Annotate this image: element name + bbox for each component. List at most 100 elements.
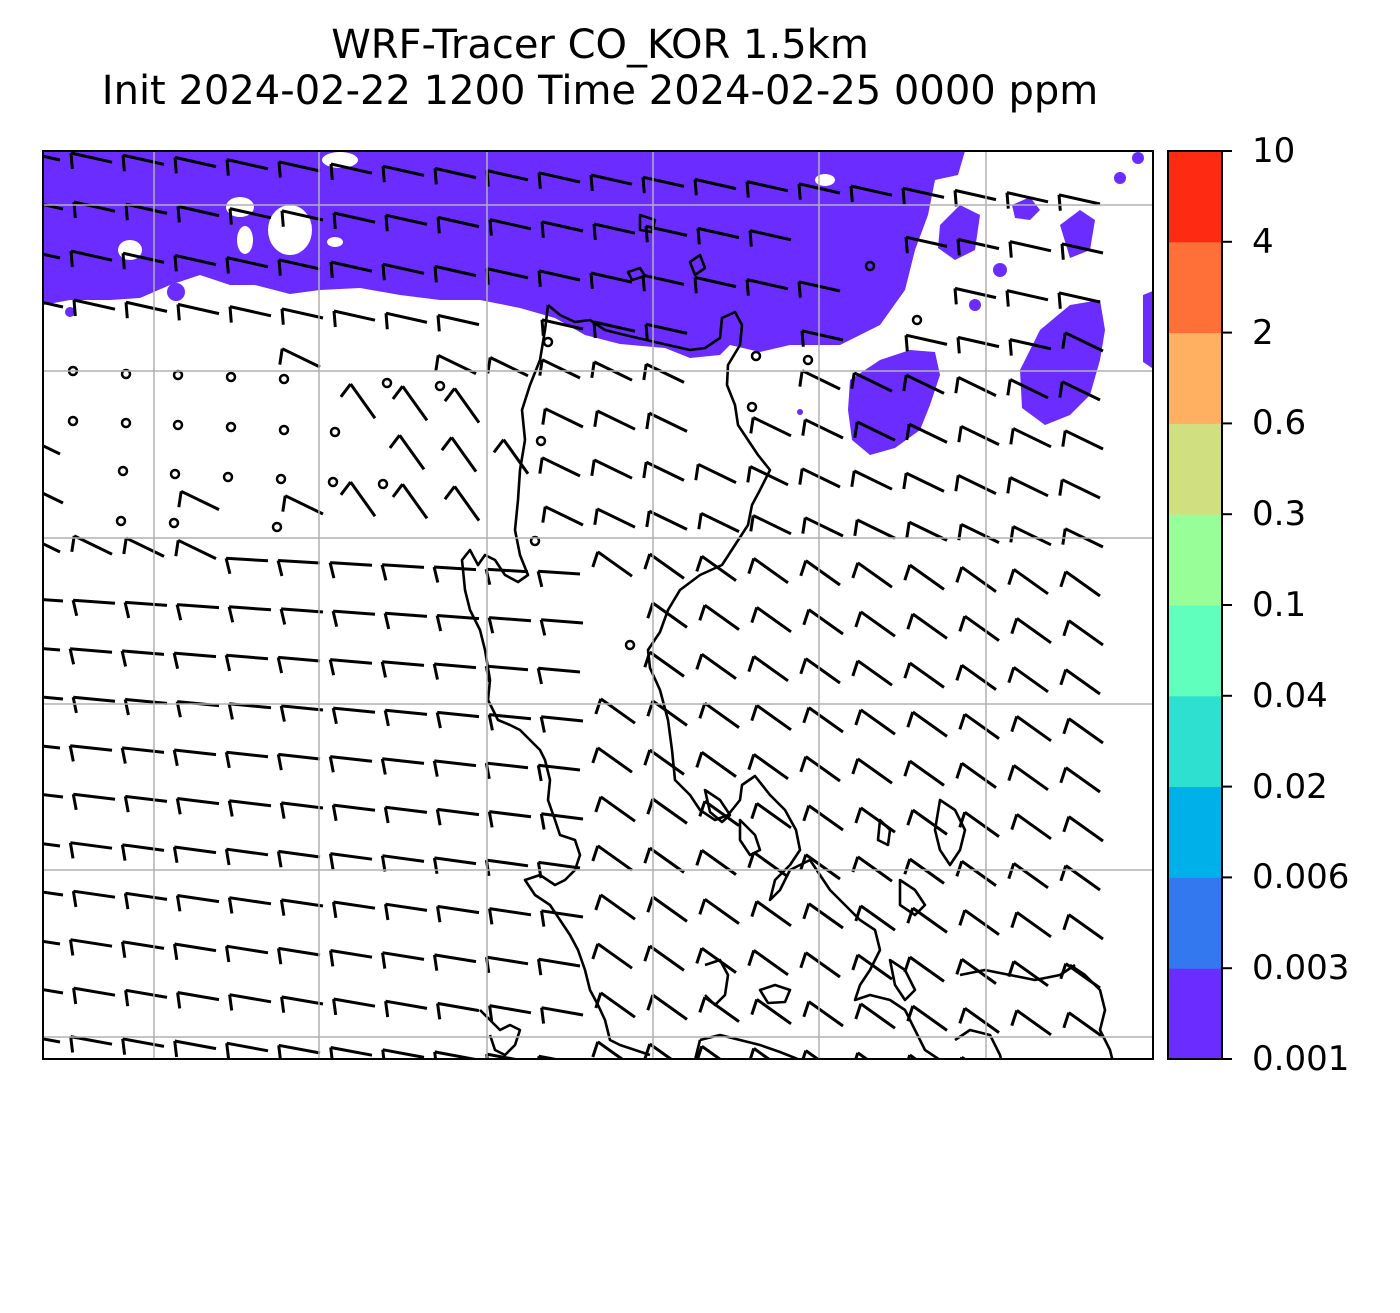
- calm-wind-marker: [120, 417, 132, 429]
- wind-barb-flag: [1062, 718, 1071, 735]
- wind-barb-flag: [695, 849, 704, 866]
- wind-barb-shaft: [859, 904, 896, 932]
- wind-barb-flag: [435, 615, 443, 632]
- wind-barb-shaft: [700, 652, 737, 680]
- wind-barb-shaft: [401, 385, 429, 422]
- wind-barb-shaft: [401, 483, 429, 520]
- wind-barb-shaft: [43, 300, 64, 309]
- wind-barb-flag: [594, 894, 603, 911]
- wind-barb-flag: [22, 986, 24, 1002]
- wind-barb-shaft: [333, 211, 376, 224]
- wind-barb-shaft: [438, 1100, 479, 1108]
- wind-barb-shaft: [437, 1001, 480, 1013]
- wind-barb-flag: [175, 604, 183, 621]
- wind-barb-flag: [802, 805, 811, 822]
- wind-barb-shaft: [281, 995, 324, 1006]
- wind-barb-shaft: [908, 422, 948, 444]
- wind-barb-flag: [224, 751, 231, 769]
- wind-barb-flag: [908, 1104, 913, 1119]
- wind-barb-flag: [851, 562, 860, 579]
- wind-barb-shaft: [801, 369, 841, 391]
- wind-barb-flag: [488, 1005, 494, 1022]
- wind-barb-flag: [124, 204, 129, 221]
- wind-barb-flag: [958, 909, 967, 926]
- wind-barb-shaft: [861, 1102, 895, 1126]
- wind-barb-flag: [851, 954, 860, 971]
- wind-barb-shaft: [957, 237, 1000, 251]
- wind-barb-flag: [539, 619, 547, 636]
- wind-barb-shaft: [1015, 813, 1052, 841]
- wind-barb-flag: [700, 1193, 705, 1208]
- wind-barb-shaft: [755, 802, 792, 830]
- wind-barb-shaft: [73, 792, 116, 801]
- wind-barb-shaft: [908, 759, 945, 787]
- wind-barb-shaft: [489, 907, 532, 917]
- calm-wind-marker: [225, 421, 237, 433]
- wind-barb-shaft: [1069, 1111, 1103, 1135]
- calm-wind-marker: [377, 478, 389, 490]
- wind-barb-shaft: [538, 569, 581, 576]
- wind-barb-shaft: [229, 799, 272, 808]
- wind-barb-shaft: [1067, 717, 1104, 745]
- wind-barb-flag: [694, 464, 700, 481]
- wind-barb-shaft: [1012, 427, 1052, 449]
- wind-barb-flag: [797, 183, 802, 200]
- wind-barb-shaft: [278, 752, 321, 761]
- wind-barb-flag: [955, 566, 964, 583]
- wind-barb-shaft: [385, 902, 428, 912]
- wind-barb-flag: [384, 215, 389, 232]
- wind-barb-flag: [956, 337, 961, 354]
- wind-barb-flag: [490, 1200, 491, 1216]
- wind-barb-flag: [123, 893, 130, 910]
- wind-barb-shaft: [697, 462, 737, 484]
- wind-barb-flag: [537, 270, 542, 287]
- wind-barb-shaft: [281, 209, 324, 222]
- wind-barb-shaft: [755, 998, 792, 1026]
- wind-barb-flag: [121, 253, 126, 270]
- wind-barb-shaft: [1067, 619, 1104, 647]
- wind-barb-shaft: [174, 942, 217, 953]
- wind-barb-shaft: [859, 708, 896, 736]
- wind-barb-flag: [958, 713, 967, 730]
- wind-barb-flag: [68, 842, 75, 859]
- wind-barb-shaft: [278, 258, 321, 271]
- wind-barb-shaft: [648, 411, 688, 433]
- wind-barb-flag: [227, 1140, 229, 1156]
- wind-barb-flag: [1010, 715, 1019, 733]
- wind-barb-flag: [434, 355, 440, 372]
- wind-barb-shaft: [434, 759, 477, 768]
- wind-barb-shaft: [908, 955, 945, 983]
- wind-barb-shaft: [486, 169, 529, 182]
- wind-barb-shaft: [74, 1085, 115, 1093]
- wind-barb-flag: [953, 190, 958, 207]
- wind-barb-shaft: [1061, 242, 1104, 255]
- wind-barb-shaft: [330, 852, 373, 861]
- wind-barb-shaft: [73, 889, 116, 899]
- wind-barb-flag: [328, 853, 335, 870]
- wind-barb-flag: [541, 408, 547, 425]
- wind-barb-flag: [903, 956, 912, 973]
- wind-barb-flag: [329, 261, 334, 279]
- wind-barb-shaft: [177, 302, 220, 316]
- wind-barb-flag: [749, 1146, 754, 1161]
- wind-barb-flag: [646, 602, 655, 619]
- wind-barb-shaft: [752, 1047, 772, 1059]
- wind-barb-shaft: [73, 298, 116, 311]
- wind-barb-flag: [280, 996, 286, 1013]
- colorbar-segment: [1168, 968, 1222, 1060]
- calm-wind-marker: [169, 468, 181, 480]
- wind-barb-shaft: [651, 993, 688, 1021]
- wind-barb-flag: [903, 760, 912, 777]
- wind-barb-flag: [176, 992, 182, 1009]
- wind-barb-flag: [540, 910, 546, 927]
- title-line-1: WRF-Tracer CO_KOR 1.5km: [331, 22, 869, 68]
- colorbar-segment: [1168, 695, 1222, 788]
- wind-barb-shaft: [1017, 1108, 1051, 1132]
- wind-barb-flag: [905, 521, 911, 539]
- wind-barb-flag: [172, 846, 179, 864]
- wind-barb-shaft: [804, 755, 841, 783]
- wind-barb-shaft: [1058, 291, 1101, 304]
- wind-barb-flag: [902, 374, 908, 392]
- wind-barb-flag: [590, 361, 596, 379]
- wind-barb-flag: [592, 321, 597, 339]
